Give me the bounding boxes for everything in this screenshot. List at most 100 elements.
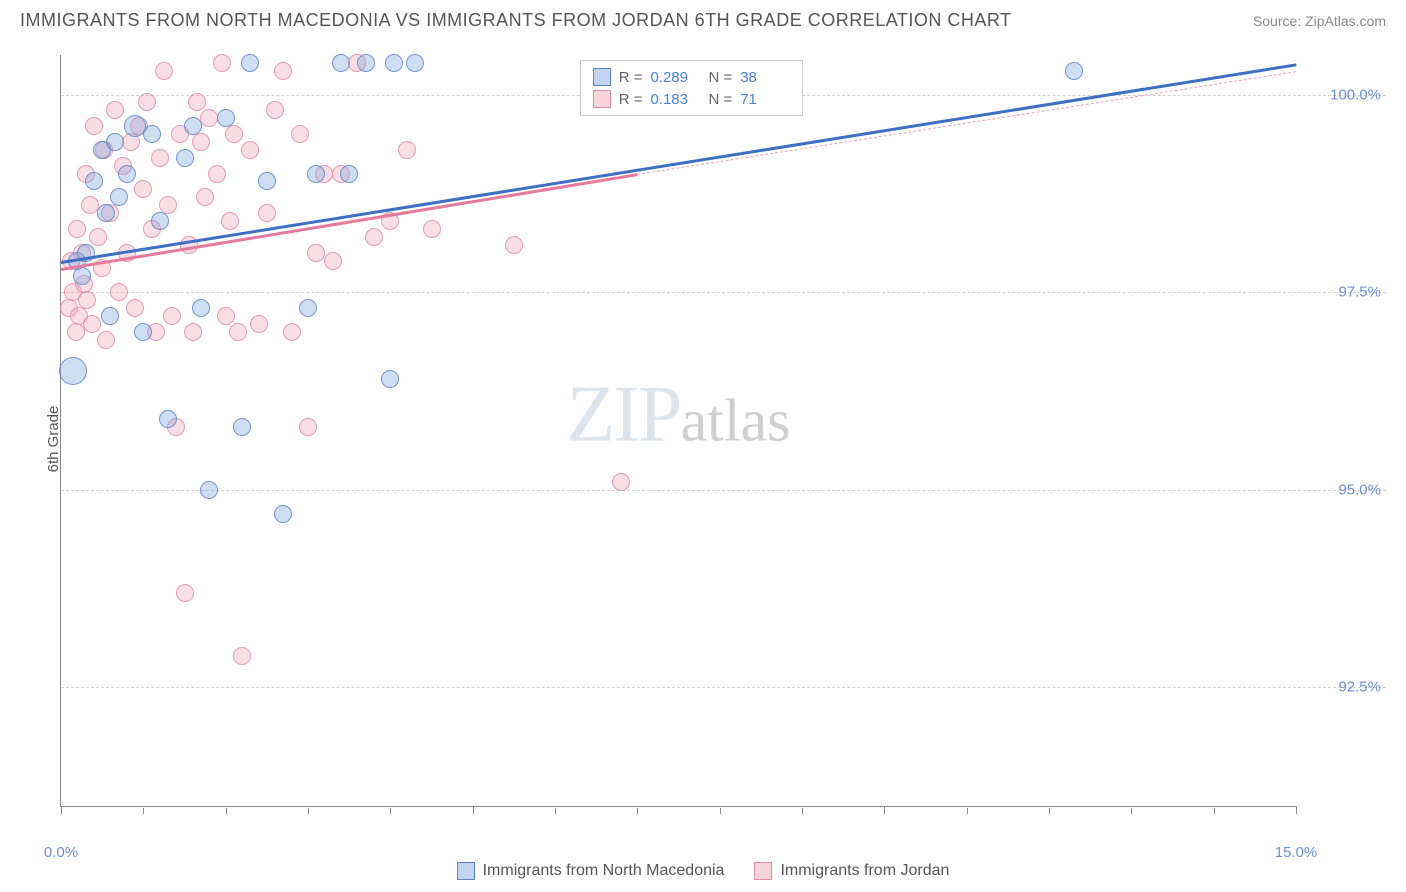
data-point [138,93,156,111]
legend-item-b: Immigrants from Jordan [754,862,949,880]
swatch-series-b [593,90,611,108]
data-point [163,307,181,325]
x-tick-minor [1214,808,1215,814]
chart-title: IMMIGRANTS FROM NORTH MACEDONIA VS IMMIG… [20,10,1012,31]
n-value-b: 71 [740,91,790,108]
data-point [233,647,251,665]
data-point [110,188,128,206]
data-point [188,93,206,111]
data-point [176,584,194,602]
data-point [155,62,173,80]
legend-item-a: Immigrants from North Macedonia [457,862,725,880]
data-point [59,357,87,385]
data-point [196,188,214,206]
data-point [192,133,210,151]
data-point [266,101,284,119]
x-tick-minor [802,808,803,814]
data-point [505,236,523,254]
x-tick-label: 0.0% [44,844,78,861]
stats-row-a: R = 0.289 N = 38 [593,66,791,88]
data-point [176,149,194,167]
data-point [159,410,177,428]
data-point [291,125,309,143]
data-point [106,133,124,151]
r-value-b: 0.183 [650,91,700,108]
x-tick-minor [637,808,638,814]
gridline [61,687,1386,688]
n-label-a: N = [708,69,732,86]
data-point [398,141,416,159]
data-point [229,323,247,341]
data-point [307,165,325,183]
x-tick [884,806,885,814]
data-point [134,180,152,198]
watermark-atlas: atlas [681,388,791,454]
data-point [68,220,86,238]
gridline [61,490,1386,491]
x-tick [61,806,62,814]
data-point [274,62,292,80]
data-point [200,481,218,499]
watermark-zip: ZIP [567,371,681,459]
data-point [67,323,85,341]
data-point [85,117,103,135]
y-tick-label: 95.0% [1338,481,1381,498]
data-point [385,54,403,72]
data-point [85,172,103,190]
legend-label-b: Immigrants from Jordan [780,862,949,880]
data-point [143,125,161,143]
data-point [233,418,251,436]
x-tick-minor [555,808,556,814]
data-point [97,331,115,349]
n-value-a: 38 [740,69,790,86]
swatch-a-icon [457,862,475,880]
data-point [423,220,441,238]
data-point [81,196,99,214]
data-point [241,141,259,159]
swatch-b-icon [754,862,772,880]
data-point [381,370,399,388]
data-point [83,315,101,333]
y-tick-label: 100.0% [1330,86,1381,103]
data-point [208,165,226,183]
stats-legend: R = 0.289 N = 38 R = 0.183 N = 71 [580,60,804,116]
x-tick-minor [143,808,144,814]
data-point [299,418,317,436]
x-tick-label: 15.0% [1275,844,1318,861]
data-point [151,149,169,167]
x-tick-minor [967,808,968,814]
x-tick-minor [390,808,391,814]
r-label-b: R = [619,91,643,108]
data-point [217,109,235,127]
data-point [106,101,124,119]
data-point [274,505,292,523]
data-point [184,323,202,341]
data-point [97,204,115,222]
data-point [89,228,107,246]
data-point [225,125,243,143]
data-point [184,117,202,135]
r-value-a: 0.289 [650,69,700,86]
data-point [78,291,96,309]
swatch-series-a [593,68,611,86]
data-point [612,473,630,491]
x-tick [473,806,474,814]
y-tick-label: 92.5% [1338,679,1381,696]
data-point [217,307,235,325]
data-point [213,54,231,72]
data-point [241,54,259,72]
x-tick-minor [1131,808,1132,814]
data-point [126,299,144,317]
x-tick-minor [720,808,721,814]
x-tick-minor [1049,808,1050,814]
r-label-a: R = [619,69,643,86]
chart-container: 6th Grade ZIPatlas R = 0.289 N = 38 R = … [50,45,1386,832]
data-point [192,299,210,317]
data-point [258,172,276,190]
watermark: ZIPatlas [567,370,791,461]
data-point [283,323,301,341]
n-label-b: N = [708,91,732,108]
y-tick-label: 97.5% [1338,284,1381,301]
data-point [258,204,276,222]
data-point [101,307,119,325]
